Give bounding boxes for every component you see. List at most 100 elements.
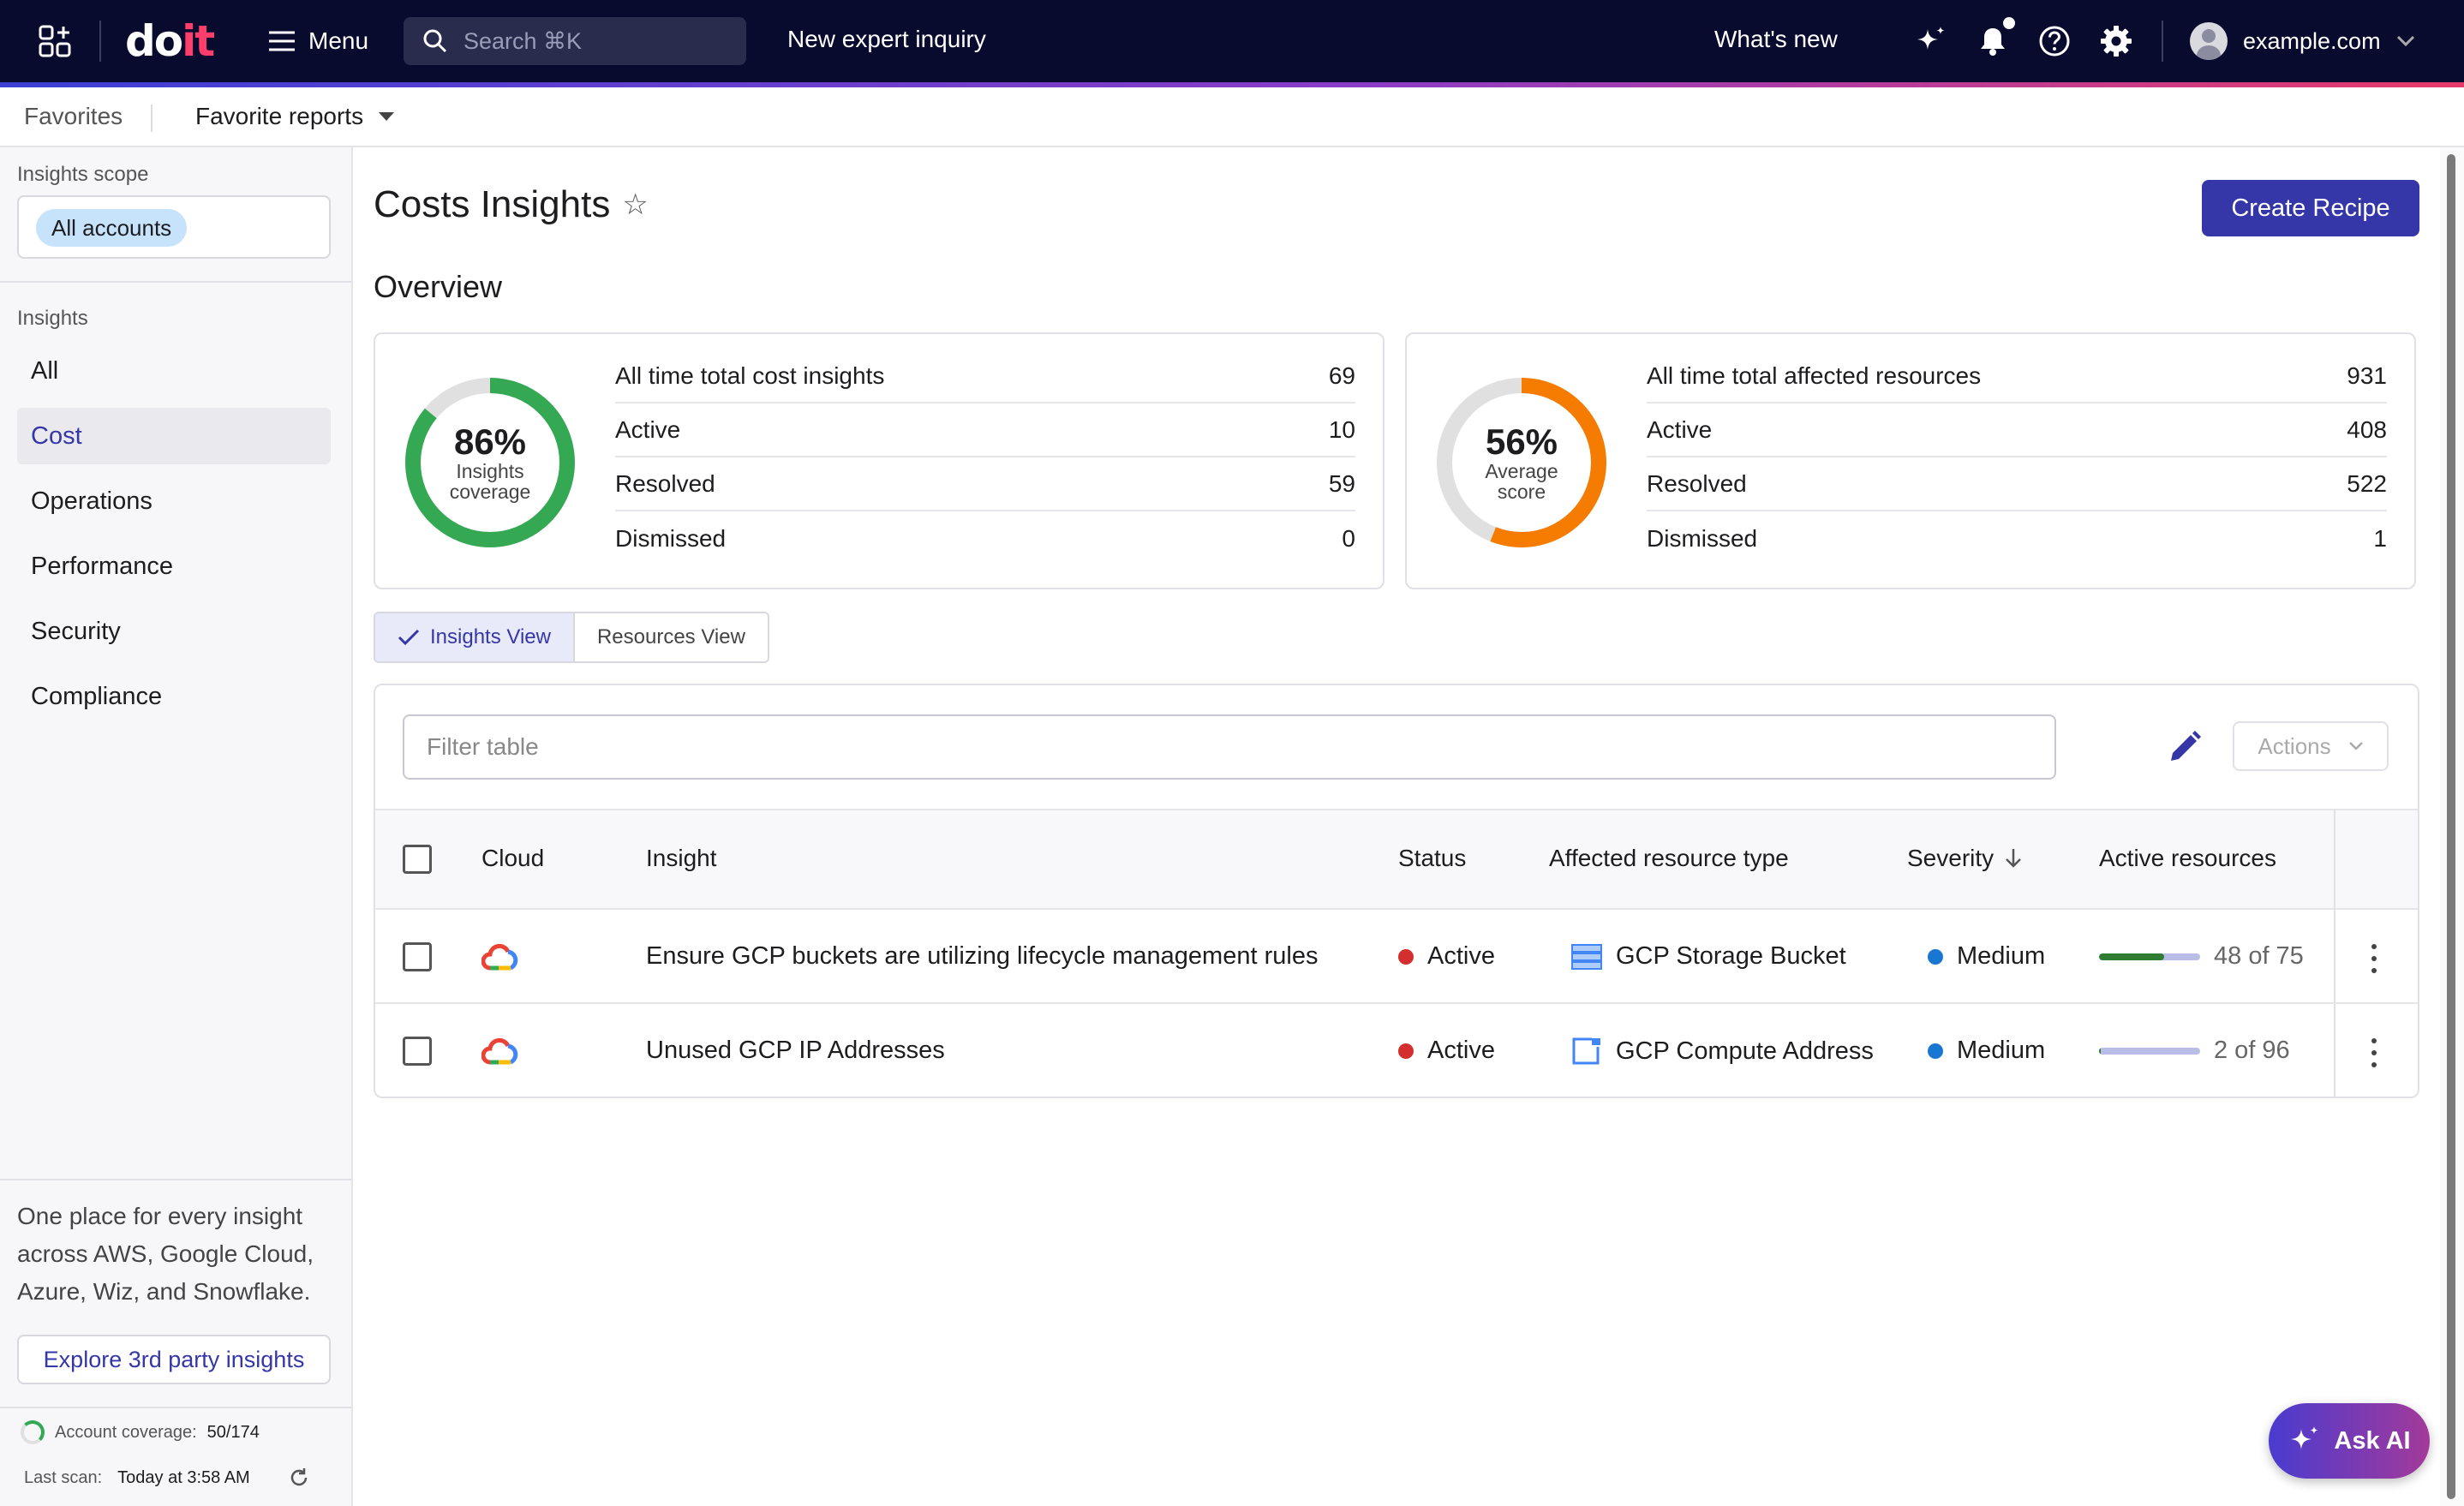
sparkle-ai-icon[interactable] (1914, 24, 1948, 58)
resources-view-toggle[interactable]: Resources View (574, 613, 768, 661)
menu-button[interactable]: Menu (267, 21, 368, 62)
status-badge: Active (1398, 1037, 1495, 1065)
favorites-link[interactable]: Favorites (24, 103, 123, 129)
row-more-options-icon[interactable] (2371, 944, 2378, 973)
help-icon[interactable] (2037, 24, 2072, 58)
scrollbar-thumb[interactable] (2447, 154, 2455, 1499)
chevron-down-icon (2348, 742, 2363, 750)
notification-badge (2003, 17, 2015, 29)
page-scrollbar[interactable] (2440, 147, 2464, 1506)
sidebar-item-operations[interactable]: Operations (31, 487, 153, 515)
refresh-icon[interactable] (288, 1467, 310, 1489)
affected-resources-summary-card: 56% Average score All time total affecte… (1405, 332, 2416, 589)
column-resource-type[interactable]: Affected resource type (1549, 845, 1789, 871)
star-favorite-icon[interactable]: ☆ (622, 188, 649, 221)
table-row[interactable]: Unused GCP IP Addresses Active GCP Compu… (375, 1004, 2418, 1097)
actions-dropdown[interactable]: Actions (2233, 721, 2389, 771)
main-content: Costs Insights ☆ Create Recipe Overview … (355, 147, 2440, 1506)
doit-logo[interactable]: do it (125, 16, 215, 66)
column-active-resources[interactable]: Active resources (2099, 845, 2276, 871)
favorites-bar: Favorites Favorite reports (0, 87, 2464, 147)
favorite-reports-dropdown[interactable]: Favorite reports (195, 103, 395, 130)
active-resources: 2 of 96 (2099, 1037, 2290, 1065)
filter-table-input[interactable]: Filter table (403, 714, 2056, 780)
row-checkbox[interactable] (403, 1037, 432, 1066)
last-scan: Last scan: Today at 3:58 AM (24, 1467, 310, 1489)
select-all-checkbox[interactable] (403, 845, 432, 874)
summary-row: Dismissed 0 (615, 524, 1355, 552)
sort-arrow-down-icon (2006, 849, 2022, 868)
row-more-options-icon[interactable] (2371, 1038, 2378, 1067)
severity-badge: Medium (1928, 942, 2045, 971)
scope-label: Insights scope (17, 163, 149, 186)
resource-type: GCP Storage Bucket (1571, 942, 1846, 971)
summary-row: Active 408 (1647, 403, 2387, 457)
average-score-donut (1437, 378, 1606, 547)
sidebar-item-performance[interactable]: Performance (31, 553, 174, 580)
third-party-promo-text: One place for every insight across AWS, … (17, 1203, 314, 1305)
status-dot (1398, 1043, 1414, 1059)
cost-insights-summary-card: 86% Insights coverage All time total cos… (374, 332, 1385, 589)
notification-bell-icon[interactable] (1976, 24, 2010, 58)
account-menu[interactable]: example.com (2190, 22, 2415, 60)
whats-new-link[interactable]: What's new (1714, 26, 1838, 52)
status-badge: Active (1398, 942, 1495, 971)
account-coverage: Account coverage: 50/174 (21, 1420, 260, 1444)
score-percent: 56% (1485, 421, 1558, 462)
column-cloud[interactable]: Cloud (481, 845, 545, 871)
insights-nav: All Cost Operations Performance Security… (17, 343, 331, 733)
create-recipe-button[interactable]: Create Recipe (2202, 180, 2419, 236)
coverage-percent: 86% (453, 421, 527, 462)
coverage-caption: Insights coverage (449, 460, 531, 503)
global-search-input[interactable]: Search ⌘K (404, 17, 746, 65)
summary-row: Active 10 (615, 403, 1355, 457)
top-navigation-bar: do it Menu Search ⌘K New expert inquiry W… (0, 0, 2464, 82)
storage-bucket-icon (1571, 943, 1602, 970)
insight-title[interactable]: Ensure GCP buckets are utilizing lifecyc… (646, 942, 1319, 970)
column-severity[interactable]: Severity (1907, 845, 2023, 872)
google-cloud-icon (481, 1037, 518, 1065)
insights-view-toggle[interactable]: Insights View (375, 613, 575, 661)
settings-gear-icon[interactable] (2099, 24, 2133, 58)
scope-selector[interactable]: All accounts (17, 195, 331, 259)
explore-3rd-party-button[interactable]: Explore 3rd party insights (17, 1335, 331, 1384)
sidebar-item-compliance[interactable]: Compliance (31, 683, 163, 710)
page-title: Costs Insights ☆ (374, 183, 649, 225)
sidebar-item-all[interactable]: All (31, 357, 59, 385)
checkmark-icon (398, 629, 420, 646)
insights-section-label: Insights (17, 307, 88, 330)
ask-ai-button[interactable]: Ask AI (2269, 1403, 2430, 1479)
chevron-down-icon (2396, 35, 2414, 47)
column-insight[interactable]: Insight (646, 845, 717, 871)
summary-row: Resolved 59 (615, 457, 1355, 511)
summary-row: Dismissed 1 (1647, 524, 2387, 552)
sparkle-ai-icon (2291, 1426, 2318, 1449)
scope-chip[interactable]: All accounts (36, 209, 188, 247)
column-status[interactable]: Status (1398, 845, 1467, 871)
sidebar-item-security[interactable]: Security (31, 618, 121, 645)
score-caption: Average score (1485, 460, 1558, 503)
search-icon (423, 29, 447, 53)
caret-down-icon (379, 112, 395, 121)
severity-dot (1928, 948, 1943, 965)
insights-table: Filter table Actions Cloud Insight Statu… (374, 684, 2419, 1098)
new-expert-inquiry-link[interactable]: New expert inquiry (787, 26, 986, 52)
hamburger-icon (269, 31, 295, 51)
insight-title[interactable]: Unused GCP IP Addresses (646, 1037, 945, 1064)
severity-badge: Medium (1928, 1037, 2045, 1065)
active-resources-progress (2099, 1047, 2200, 1055)
active-resources: 48 of 75 (2099, 942, 2304, 971)
sidebar-item-cost[interactable]: Cost (17, 408, 331, 464)
avatar (2190, 22, 2228, 60)
google-cloud-icon (481, 943, 518, 971)
row-checkbox[interactable] (403, 942, 432, 971)
edit-pencil-icon[interactable] (2166, 728, 2204, 766)
status-dot (1398, 948, 1414, 965)
compute-address-icon (1572, 1037, 1600, 1065)
insights-coverage-donut (405, 378, 575, 547)
apps-grid-icon[interactable] (38, 24, 72, 58)
insights-sidebar: Insights scope All accounts Insights All… (0, 147, 353, 1506)
table-row[interactable]: Ensure GCP buckets are utilizing lifecyc… (375, 910, 2418, 1004)
severity-dot (1928, 1043, 1943, 1059)
summary-row: All time total cost insights 69 (615, 350, 1355, 403)
